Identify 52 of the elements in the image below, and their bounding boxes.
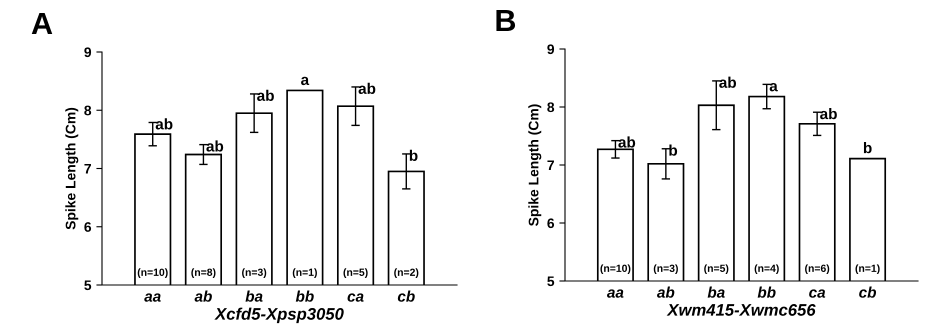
y-tick-label: 6	[547, 218, 554, 228]
annotation: (n=5)	[344, 268, 368, 278]
x-axis-title: Xwm415-Xwmc656	[666, 304, 816, 316]
annotation: ab	[618, 136, 636, 148]
annotation: (n=5)	[704, 264, 728, 274]
annotation: ab	[719, 76, 736, 88]
x-tick-label: ab	[194, 290, 212, 302]
annotation: (n=6)	[805, 264, 830, 274]
y-tick-label: 9	[547, 44, 554, 54]
x-tick-label: ca	[809, 289, 826, 298]
y-tick-label: 7	[84, 164, 91, 174]
annotation: (n=4)	[754, 264, 779, 274]
y-tick-label: 9	[84, 47, 92, 58]
x-tick-label: ba	[708, 286, 725, 298]
y-tick-label: 5	[547, 276, 554, 286]
annotation: ab	[257, 90, 274, 101]
annotation: (n=2)	[394, 268, 418, 278]
y-axis-title: Spike Length (Cm)	[528, 104, 542, 226]
x-axis-title: Xcfd5-Xpsp3050	[214, 308, 344, 324]
y-tick-label: 8	[547, 102, 554, 112]
x-tick-label: ba	[245, 290, 263, 302]
annotation: b	[410, 150, 418, 161]
x-tick-label: bb	[758, 286, 776, 298]
annotation: a	[301, 76, 310, 86]
x-tick-label: bb	[296, 290, 314, 302]
annotation: (n=1)	[856, 264, 880, 274]
y-tick-label: 5	[84, 280, 92, 290]
x-tick-label: aa	[144, 293, 161, 302]
annotation: a	[770, 83, 778, 92]
x-tick-label: cb	[398, 290, 415, 302]
annotation: ab	[820, 108, 837, 120]
annotation: (n=10)	[138, 268, 168, 278]
x-tick-label: ca	[348, 293, 364, 302]
annotation: (n=3)	[242, 268, 266, 278]
annotation: (n=10)	[600, 264, 630, 274]
annotation: (n=3)	[654, 264, 678, 274]
y-tick-label: 6	[84, 222, 92, 232]
y-axis-title: Spike Length (Cm)	[65, 108, 78, 230]
y-tick-label: 8	[84, 106, 92, 116]
annotation: (n=1)	[292, 268, 317, 278]
annotation: b	[864, 142, 872, 154]
y-tick-label: 7	[547, 160, 554, 170]
annotation: ab	[206, 140, 224, 152]
annotation: b	[669, 144, 678, 156]
annotation: (n=8)	[191, 268, 216, 278]
x-tick-label: ab	[657, 286, 674, 298]
x-tick-label: aa	[607, 289, 624, 298]
chart-title: B	[496, 10, 516, 32]
x-tick-label: cb	[859, 286, 876, 298]
annotation: ab	[358, 82, 376, 94]
annotation: ab	[156, 118, 172, 130]
chart-title: A	[32, 12, 52, 34]
